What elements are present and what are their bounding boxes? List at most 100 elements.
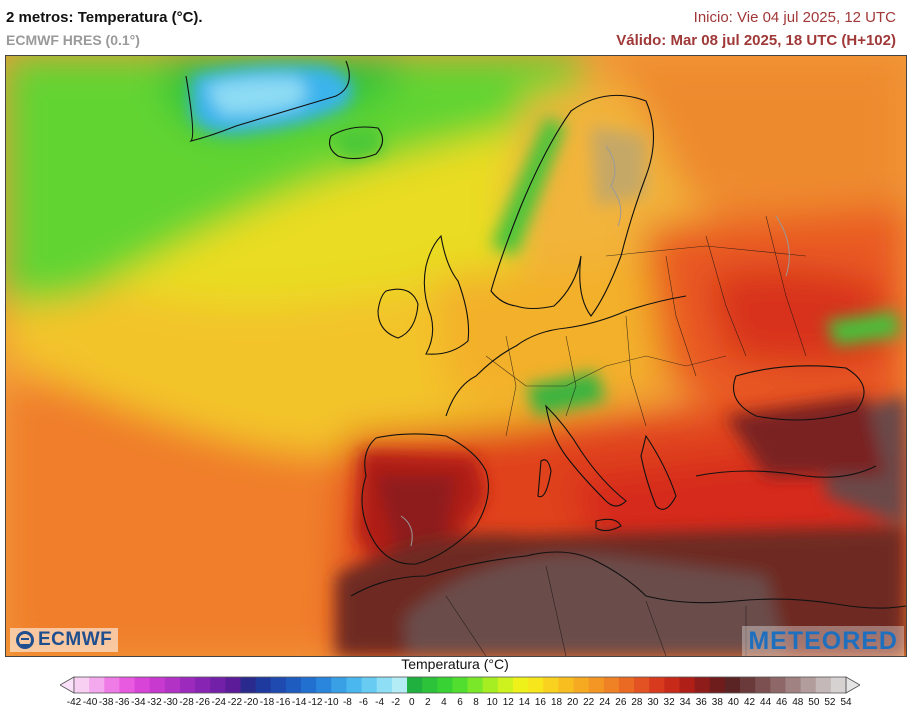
scale-tick-label: -40 xyxy=(82,697,98,708)
coastlines xyxy=(185,60,906,609)
scale-min-arrow xyxy=(60,676,75,694)
scale-tick-label: 46 xyxy=(776,697,788,708)
color-swatch xyxy=(785,677,801,693)
valid-time: Válido: Mar 08 jul 2025, 18 UTC (H+102) xyxy=(616,32,896,49)
inland-water xyxy=(400,145,790,547)
color-swatch xyxy=(770,677,786,693)
color-swatch xyxy=(240,677,257,693)
color-swatch xyxy=(452,677,468,693)
color-swatch xyxy=(346,677,363,693)
color-swatch xyxy=(467,677,484,693)
color-swatch xyxy=(512,677,529,693)
meteored-logo-text: METEORED xyxy=(748,626,898,655)
color-swatch xyxy=(361,677,378,693)
scale-tick-label: -36 xyxy=(115,697,130,708)
scale-tick-label: 24 xyxy=(599,697,611,708)
color-swatch xyxy=(800,677,817,693)
color-swatch xyxy=(74,677,90,693)
color-swatch xyxy=(270,677,287,693)
color-swatch xyxy=(134,677,151,693)
color-swatch xyxy=(316,677,332,693)
ecmwf-logo-text: ECMWF xyxy=(38,629,113,650)
scale-tick-label: 52 xyxy=(824,697,836,708)
color-swatch xyxy=(149,677,166,693)
color-swatch xyxy=(830,677,847,693)
color-swatch xyxy=(815,677,832,693)
color-swatch xyxy=(285,677,302,693)
scale-tick-label: 28 xyxy=(631,697,643,708)
scale-tick-label: 32 xyxy=(663,697,675,708)
color-swatch xyxy=(588,677,605,693)
color-swatch xyxy=(664,677,680,693)
scale-tick-label: 30 xyxy=(647,697,659,708)
color-swatch xyxy=(603,677,620,693)
scale-tick-label: 4 xyxy=(441,697,447,708)
scale-tick-label: 34 xyxy=(679,697,691,708)
color-swatch xyxy=(422,677,438,693)
scale-tick-label: 42 xyxy=(743,697,756,708)
scale-tick-label: 36 xyxy=(695,697,707,708)
color-swatch xyxy=(376,677,393,693)
color-swatch xyxy=(740,677,756,693)
legend-title: Temperatura (°C) xyxy=(401,656,509,672)
color-swatch xyxy=(649,677,665,693)
ecmwf-logo: ECMWF xyxy=(10,628,119,652)
color-swatch xyxy=(528,677,544,693)
color-swatch xyxy=(618,677,635,693)
color-swatch xyxy=(210,677,226,693)
color-swatch xyxy=(558,677,574,693)
scale-tick-label: -14 xyxy=(291,697,307,708)
scale-tick-label: 48 xyxy=(792,697,804,708)
color-swatch xyxy=(634,677,650,693)
color-swatch xyxy=(331,677,347,693)
scale-tick-label: -22 xyxy=(227,697,243,708)
scale-tick-label: 40 xyxy=(727,697,739,708)
scale-tick-label: -42 xyxy=(66,697,82,708)
scale-tick-label: -8 xyxy=(342,697,352,708)
scale-tick-label: -4 xyxy=(375,697,385,708)
scale-tick-label: 0 xyxy=(408,697,415,708)
scale-tick-label: -34 xyxy=(131,697,146,708)
color-swatch xyxy=(679,677,696,693)
scale-tick-label: -26 xyxy=(195,697,210,708)
color-swatch xyxy=(391,677,408,693)
scale-tick-label: 10 xyxy=(486,697,498,708)
country-borders xyxy=(445,215,807,656)
scale-tick-label: -38 xyxy=(98,697,114,708)
color-swatch xyxy=(694,677,711,693)
color-swatch xyxy=(724,677,741,693)
scale-tick-label: -32 xyxy=(147,697,162,708)
init-time: Inicio: Vie 04 jul 2025, 12 UTC xyxy=(693,9,896,26)
scale-tick-label: 8 xyxy=(473,697,479,708)
scale-tick-label: 16 xyxy=(534,697,546,708)
scale-tick-label: -10 xyxy=(324,697,339,708)
scale-tick-label: -16 xyxy=(275,697,291,708)
color-swatch xyxy=(195,677,211,693)
color-swatch xyxy=(543,677,559,693)
scale-tick-label: 50 xyxy=(808,697,820,708)
color-swatch xyxy=(407,677,423,693)
color-swatch xyxy=(755,677,771,693)
color-swatch xyxy=(301,677,317,693)
scale-tick-label: -12 xyxy=(308,697,323,708)
color-swatch xyxy=(482,677,499,693)
ecmwf-icon xyxy=(16,631,34,649)
color-swatch xyxy=(573,677,590,693)
color-swatch xyxy=(437,677,453,693)
scale-tick-label: 20 xyxy=(567,697,579,708)
scale-tick-label: 14 xyxy=(518,697,530,708)
scale-tick-label: -24 xyxy=(211,697,226,708)
color-swatch xyxy=(104,677,120,693)
scale-max-arrow xyxy=(845,676,860,694)
scale-tick-label: -6 xyxy=(359,697,368,708)
color-swatch xyxy=(179,677,196,693)
scale-tick-label: 22 xyxy=(583,697,595,708)
color-swatch xyxy=(89,677,105,693)
scale-tick-label: -30 xyxy=(163,697,178,708)
temperature-map[interactable]: ECMWF METEORED xyxy=(5,55,907,657)
color-swatch xyxy=(709,677,726,693)
scale-tick-label: 38 xyxy=(711,697,723,708)
color-swatch xyxy=(497,677,514,693)
meteored-logo: METEORED xyxy=(742,626,904,656)
model-subtitle: ECMWF HRES (0.1°) xyxy=(6,32,140,48)
